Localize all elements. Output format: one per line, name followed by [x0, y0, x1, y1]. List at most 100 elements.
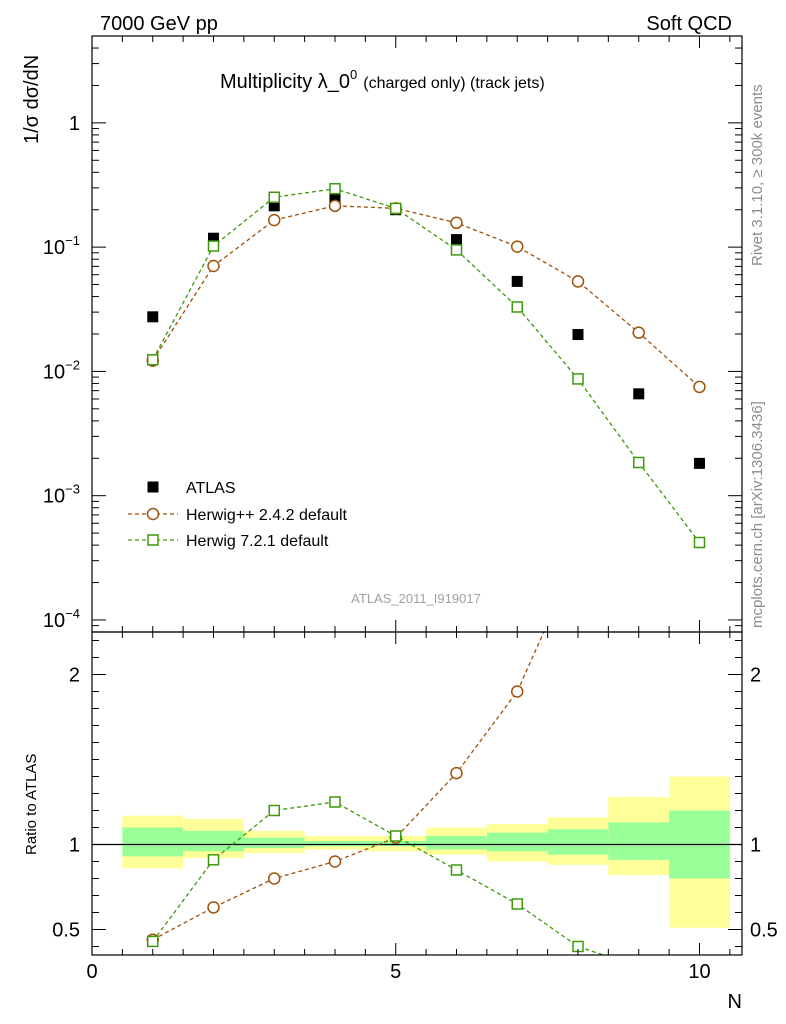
point-atlas-6 — [450, 234, 462, 246]
ratio-point-herwigpp-10 — [694, 312, 705, 323]
point-herwig7-4 — [329, 183, 341, 195]
band-inner-2 — [183, 830, 244, 852]
ratio-point-herwigpp-9 — [633, 482, 644, 493]
band-inner-6 — [426, 836, 487, 850]
y-tick-label-base: 1 — [69, 113, 80, 135]
point-herwigpp-6 — [450, 216, 463, 230]
chart-title-main: Multiplicity λ_0 — [220, 71, 350, 93]
ratio-point-herwig7-6 — [450, 864, 463, 876]
chart-title-superscript: 0 — [350, 67, 357, 82]
x-axis-title: N — [728, 991, 742, 1013]
point-herwig7-6 — [450, 244, 463, 256]
band-inner-3 — [243, 837, 305, 848]
ratio-line-herwig7 — [152, 801, 606, 955]
y-tick-label-exponent: −3 — [65, 482, 80, 497]
band-inner-8 — [547, 829, 609, 855]
ratio-point-herwigpp-2 — [207, 901, 220, 914]
ratio-panel-series — [146, 312, 705, 972]
point-herwigpp-3 — [267, 213, 281, 227]
ratio-point-herwigpp-8 — [572, 550, 583, 561]
legend-marker-2 — [146, 507, 160, 521]
ratio-uncertainty-bands — [122, 776, 730, 928]
point-herwig7-5 — [389, 202, 402, 215]
legend-marker-1 — [147, 481, 159, 493]
point-herwig7-3 — [268, 191, 280, 204]
ratio-point-herwigpp-4 — [328, 855, 342, 868]
ratio-point-herwig7-2 — [207, 854, 220, 866]
legend: ATLAS Herwig++ 2.4.2 default Herwig 7.2.1 … — [128, 480, 348, 550]
y-tick-label-base: 10 — [43, 361, 65, 383]
y-tick-label-2: 10−1 — [43, 233, 80, 259]
y-tick-label-4: 10−3 — [43, 482, 80, 508]
main-y-axis-title: 1/σ dσ/dN — [21, 55, 43, 144]
header-category-label: Soft QCD — [646, 13, 732, 35]
ratio-y-label-left-1: 1 — [69, 835, 80, 857]
band-inner-9 — [608, 822, 670, 860]
ratio-line-herwigpp — [152, 632, 545, 941]
ratio-point-herwig7-5 — [389, 830, 402, 842]
y-tick-label-base: 10 — [43, 237, 65, 259]
point-atlas-10 — [693, 457, 705, 469]
y-tick-label-exponent: −2 — [65, 357, 80, 372]
point-herwig7-7 — [511, 301, 523, 313]
ratio-plot-frame — [91, 631, 743, 956]
ratio-y-label-right-0.5: 0.5 — [750, 920, 778, 942]
ratio-y-label-left-0.5: 0.5 — [52, 920, 80, 942]
legend-marker-3 — [147, 534, 159, 546]
point-herwigpp-4 — [328, 199, 342, 213]
analysis-id-label: ATLAS_2011_I919017 — [351, 591, 481, 606]
band-inner-7 — [486, 832, 548, 852]
ratio-point-herwig7-4 — [329, 796, 341, 808]
ratio-point-herwig7-7 — [511, 898, 523, 910]
point-atlas-9 — [633, 388, 645, 400]
point-herwig7-10 — [693, 536, 706, 549]
x-tick-label-0: 0 — [86, 961, 97, 983]
point-herwig7-9 — [632, 456, 645, 469]
ratio-point-herwig7-1 — [146, 935, 159, 948]
ratio-point-herwig7-9 — [634, 962, 644, 972]
ratio-y-label-right-1: 1 — [750, 835, 761, 857]
ratio-point-herwigpp-7 — [510, 685, 524, 698]
legend-label-2: Herwig++ 2.4.2 default — [186, 507, 348, 524]
y-tick-label-3: 10−2 — [43, 357, 80, 383]
mcplots-label: mcplots.cern.ch [arXiv:1306.3436] — [749, 401, 766, 628]
point-atlas-1 — [147, 311, 159, 323]
series-layer — [146, 183, 706, 972]
rivet-version-label: Rivet 3.1.10, ≥ 300k events — [749, 84, 766, 266]
y-tick-label-base: 10 — [43, 486, 65, 508]
ratio-point-herwigpp-6 — [450, 766, 463, 780]
point-herwigpp-8 — [571, 275, 585, 288]
chart-title-suffix: (charged only) (track jets) — [363, 75, 544, 92]
point-herwigpp-9 — [632, 326, 645, 339]
point-herwigpp-7 — [510, 240, 524, 253]
point-herwigpp-10 — [693, 380, 706, 394]
point-atlas-3 — [268, 200, 280, 212]
point-herwig7-2 — [207, 240, 220, 252]
band-inner-4 — [304, 841, 366, 847]
y-tick-label-1: 1 — [69, 113, 80, 135]
y-tick-label-5: 10−4 — [43, 606, 80, 632]
point-atlas-8 — [572, 329, 584, 341]
point-atlas-4 — [329, 193, 341, 205]
header-energy-label: 7000 GeV pp — [100, 13, 218, 35]
y-tick-label-base: 10 — [43, 610, 65, 632]
legend-label-3: Herwig 7.2.1 default — [186, 533, 329, 550]
ratio-y-label-right-2: 2 — [750, 665, 761, 687]
legend-label-1: ATLAS — [186, 480, 236, 497]
main-panel-series — [146, 183, 706, 549]
ratio-y-label-left-2: 2 — [69, 665, 80, 687]
y-tick-label-exponent: −1 — [65, 233, 80, 248]
series-line-herwigpp — [152, 205, 700, 388]
ratio-point-herwigpp-3 — [267, 872, 281, 885]
x-tick-label-5: 5 — [390, 961, 401, 983]
point-herwig7-8 — [572, 373, 584, 385]
y-tick-label-exponent: −4 — [65, 606, 80, 621]
ratio-point-herwig7-3 — [268, 804, 280, 817]
ratio-y-axis-title: Ratio to ATLAS — [23, 754, 40, 855]
band-inner-1 — [122, 827, 184, 857]
chart-title: Multiplicity λ_00 (charged only) (track j… — [220, 67, 545, 93]
x-tick-label-10: 10 — [688, 961, 710, 983]
point-atlas-7 — [511, 275, 523, 287]
